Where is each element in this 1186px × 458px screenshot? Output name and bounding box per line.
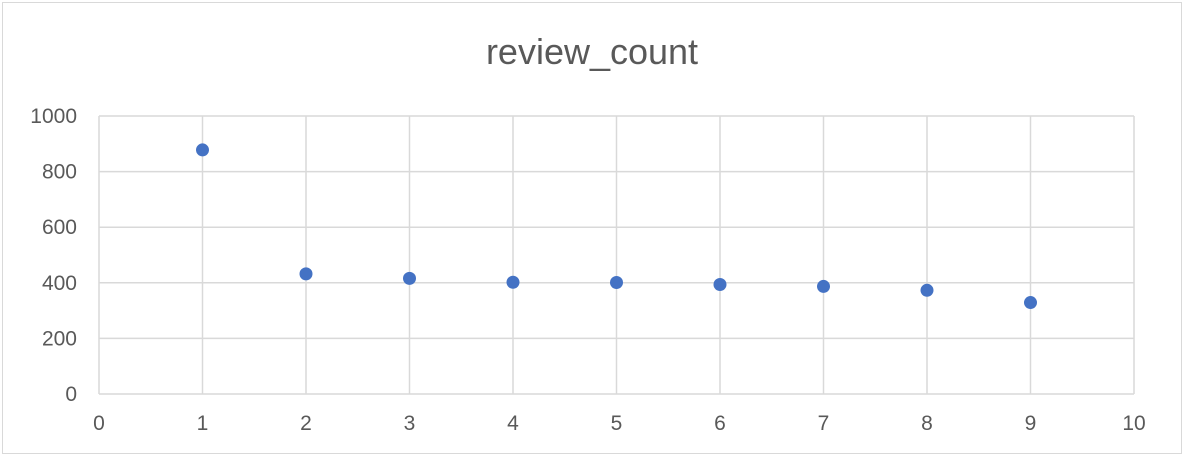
x-tick-label-6: 6 <box>714 412 726 435</box>
data-point-9 <box>1024 296 1037 310</box>
y-tick-label-3: 600 <box>42 216 77 239</box>
x-tick-label-7: 7 <box>818 412 830 435</box>
y-tick-label-1: 200 <box>42 327 77 350</box>
x-tick-label-2: 2 <box>300 412 312 435</box>
data-points <box>196 143 1037 310</box>
x-tick-label-9: 9 <box>1025 412 1037 435</box>
data-point-2 <box>299 267 313 281</box>
x-tick-label-1: 1 <box>197 412 209 435</box>
x-tick-label-10: 10 <box>1122 412 1145 435</box>
grid-lines <box>98 115 1135 395</box>
data-point-6 <box>713 277 727 291</box>
y-tick-label-0: 0 <box>65 383 77 406</box>
y-tick-label-2: 400 <box>42 272 77 295</box>
y-tick-label-5: 1000 <box>30 105 77 128</box>
x-tick-label-0: 0 <box>93 412 105 435</box>
chart-title: review_count <box>486 31 698 72</box>
x-tick-label-8: 8 <box>921 412 933 435</box>
x-tick-label-5: 5 <box>611 412 623 435</box>
data-point-7 <box>817 279 830 293</box>
data-point-8 <box>920 283 934 297</box>
x-axis-tick-labels: 0 1 2 3 4 5 6 7 8 9 10 <box>93 412 1146 435</box>
y-axis-tick-labels: 0 200 400 600 800 1000 <box>30 105 77 406</box>
x-tick-label-4: 4 <box>507 412 519 435</box>
x-tick-label-3: 3 <box>404 412 416 435</box>
data-point-1 <box>196 143 209 157</box>
data-point-3 <box>403 271 416 285</box>
y-tick-label-4: 800 <box>42 161 77 184</box>
data-point-4 <box>506 275 520 289</box>
data-point-5 <box>610 276 623 290</box>
